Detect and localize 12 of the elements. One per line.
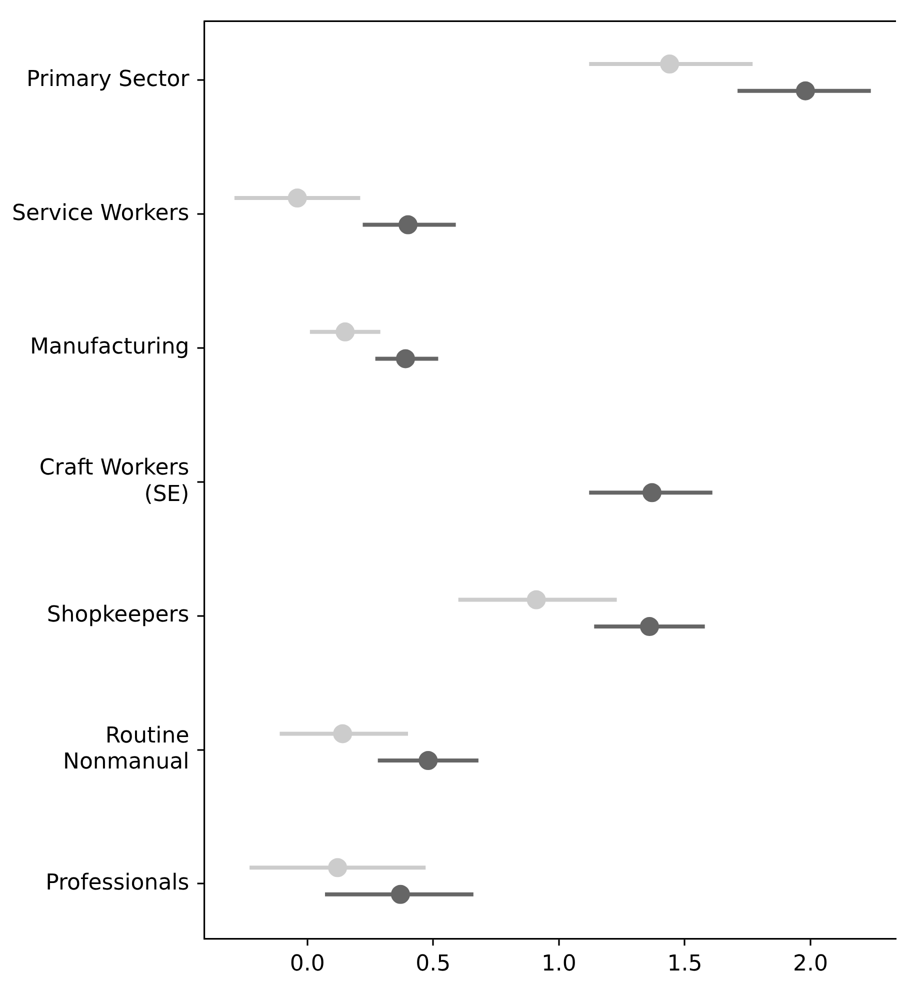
x-tick-label: 0.0 [290,952,325,977]
x-tick-label: 2.0 [792,952,828,977]
y-tick-label: Primary Sector [26,66,190,92]
y-tick-label: Shopkeepers [46,602,190,628]
y-tick-label: Routine Nonmanual [63,723,190,775]
x-tick-label: 0.5 [416,952,451,977]
y-tick-label: Craft Workers (SE) [39,455,190,507]
y-tick-label: Professionals [46,870,190,896]
x-tick-label: 1.0 [541,952,576,977]
y-tick-label: Manufacturing [30,334,190,360]
y-tick-label: Service Workers [12,200,190,226]
x-tick-label: 1.5 [667,952,702,977]
